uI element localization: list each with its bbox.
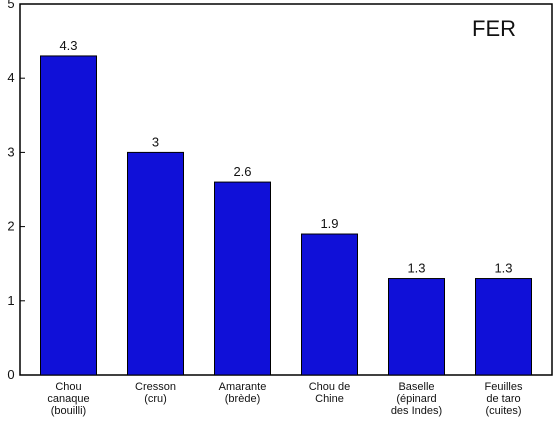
x-category-label: (épinard	[396, 393, 436, 405]
bar-value-label: 3	[152, 134, 159, 149]
y-tick-label: 0	[7, 367, 14, 382]
x-category-label: canaque	[47, 393, 89, 405]
y-tick-label: 3	[7, 144, 14, 159]
x-category-label: Cresson	[135, 381, 176, 393]
bar	[475, 278, 532, 376]
x-category-label: Baselle	[398, 381, 434, 393]
y-tick-label: 1	[7, 293, 14, 308]
x-category-label: Chou de	[309, 381, 351, 393]
bar	[214, 181, 271, 376]
y-tick-label: 5	[7, 0, 14, 11]
bars-group	[40, 55, 532, 376]
y-axis-ticks: 0 1 2 3 4 5	[7, 0, 25, 382]
bar-value-label: 2.6	[233, 164, 251, 179]
x-category-label: de taro	[486, 393, 520, 405]
x-category-label: (brède)	[225, 393, 260, 405]
value-labels-group: 4.3 3 2.6 1.9 1.3 1.3	[59, 38, 512, 276]
bar	[388, 278, 445, 376]
x-category-label: (cru)	[144, 393, 167, 405]
x-category-label: des Indes)	[391, 405, 442, 417]
plot-frame	[19, 3, 553, 376]
y-tick-label: 2	[7, 219, 14, 234]
x-category-label: Amarante	[219, 381, 267, 393]
x-category-label: Chine	[315, 393, 344, 405]
x-category-label: Chou	[55, 381, 81, 393]
bar-value-label: 1.9	[320, 216, 338, 231]
x-category-label: Feuilles	[485, 381, 523, 393]
bar-value-label: 1.3	[494, 261, 512, 276]
x-category-label: (cuites)	[485, 405, 521, 417]
y-tick-label: 4	[7, 70, 14, 85]
bar	[301, 233, 358, 376]
bar	[40, 55, 97, 376]
x-category-label: (bouilli)	[51, 405, 86, 417]
chart-title: FER	[472, 16, 516, 41]
bar-value-label: 4.3	[59, 38, 77, 53]
bar-value-label: 1.3	[407, 261, 425, 276]
bar	[127, 151, 184, 376]
